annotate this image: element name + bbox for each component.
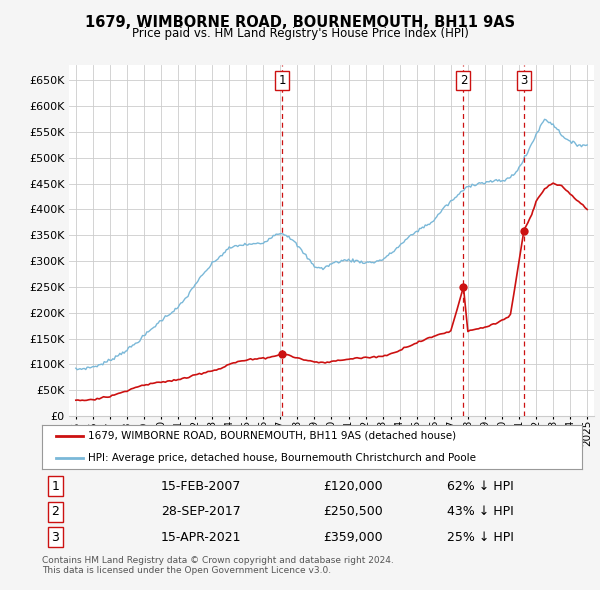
Text: 1: 1 <box>278 74 286 87</box>
Text: 28-SEP-2017: 28-SEP-2017 <box>161 505 241 519</box>
Text: 3: 3 <box>520 74 527 87</box>
Text: 62% ↓ HPI: 62% ↓ HPI <box>447 480 514 493</box>
Text: Price paid vs. HM Land Registry's House Price Index (HPI): Price paid vs. HM Land Registry's House … <box>131 27 469 40</box>
Text: 3: 3 <box>52 531 59 544</box>
Text: 2: 2 <box>52 505 59 519</box>
Text: HPI: Average price, detached house, Bournemouth Christchurch and Poole: HPI: Average price, detached house, Bour… <box>88 453 476 463</box>
Text: 15-APR-2021: 15-APR-2021 <box>161 531 241 544</box>
Text: Contains HM Land Registry data © Crown copyright and database right 2024.
This d: Contains HM Land Registry data © Crown c… <box>42 556 394 575</box>
Text: 1679, WIMBORNE ROAD, BOURNEMOUTH, BH11 9AS: 1679, WIMBORNE ROAD, BOURNEMOUTH, BH11 9… <box>85 15 515 30</box>
Text: 25% ↓ HPI: 25% ↓ HPI <box>447 531 514 544</box>
Text: 1: 1 <box>52 480 59 493</box>
Text: £359,000: £359,000 <box>323 531 382 544</box>
Text: £120,000: £120,000 <box>323 480 382 493</box>
Text: 2: 2 <box>460 74 467 87</box>
Text: £250,500: £250,500 <box>323 505 383 519</box>
Text: 43% ↓ HPI: 43% ↓ HPI <box>447 505 514 519</box>
Text: 15-FEB-2007: 15-FEB-2007 <box>161 480 241 493</box>
Text: 1679, WIMBORNE ROAD, BOURNEMOUTH, BH11 9AS (detached house): 1679, WIMBORNE ROAD, BOURNEMOUTH, BH11 9… <box>88 431 456 441</box>
